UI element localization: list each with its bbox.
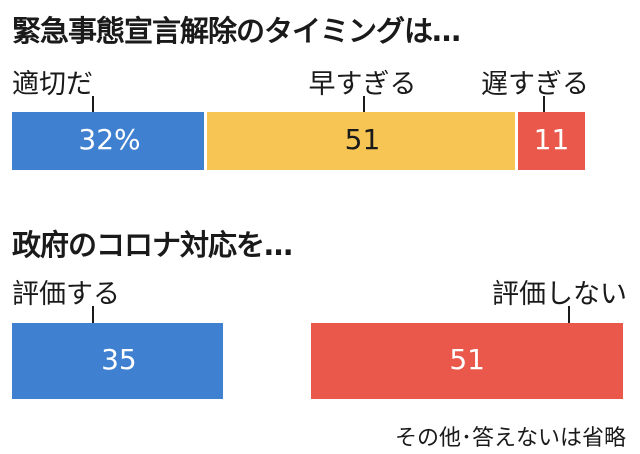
bar-value-label: 35 <box>101 343 137 376</box>
leader-tick <box>92 306 94 323</box>
chart-title-response: 政府のコロナ対応を… <box>12 228 293 262</box>
chart-note: その他･答えないは省略 <box>394 426 626 451</box>
chart-title-timing: 緊急事態宣言解除のタイミングは… <box>12 14 461 48</box>
bar-value-label: 32% <box>78 123 141 156</box>
category-label: 評価する <box>12 279 120 310</box>
bar-1-2 <box>311 323 623 399</box>
category-label: 評価しない <box>492 279 627 310</box>
category-label: 遅すぎる <box>481 69 589 100</box>
bar-0-2 <box>517 112 585 170</box>
leader-tick <box>543 96 545 112</box>
bar-value-label: 11 <box>533 123 570 156</box>
leader-tick <box>92 96 94 112</box>
category-label: 早すぎる <box>308 69 417 100</box>
bar-0-1 <box>207 112 515 170</box>
bar-value-label: 51 <box>449 343 485 376</box>
bar-0-0 <box>12 112 205 170</box>
bar-value-label: 51 <box>344 123 381 156</box>
bar-1-0 <box>12 323 223 399</box>
leader-tick <box>362 96 365 112</box>
category-label: 適切だ <box>12 69 93 100</box>
leader-tick <box>567 306 570 323</box>
